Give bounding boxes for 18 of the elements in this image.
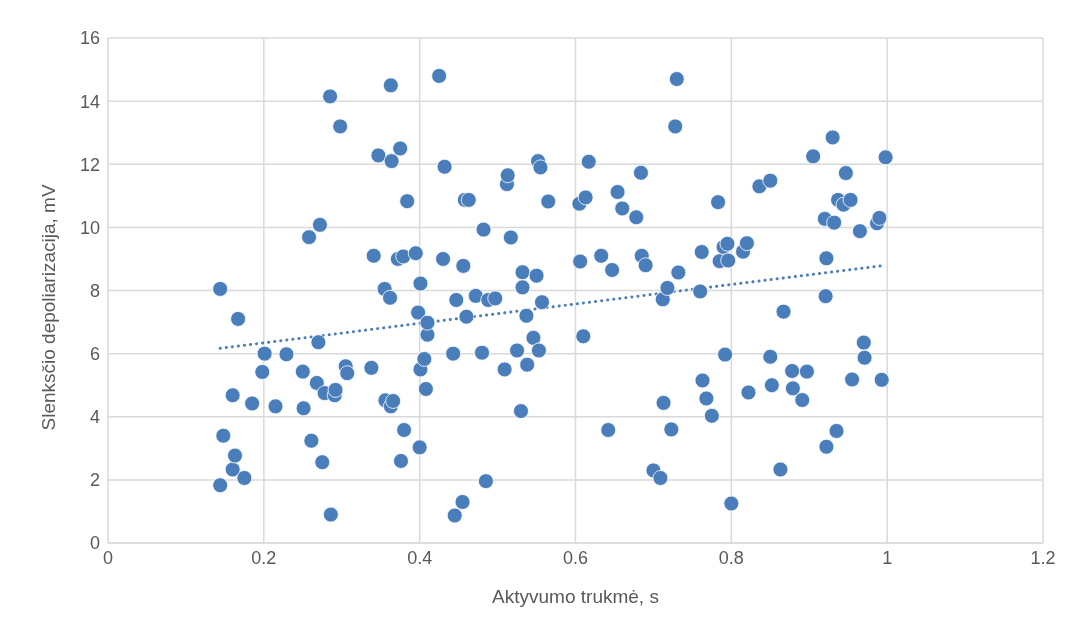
- y-tick-label: 6: [89, 344, 100, 365]
- y-tick-label: 4: [89, 407, 100, 428]
- y-tick-label: 10: [79, 217, 100, 238]
- y-tick-label: 2: [89, 470, 100, 491]
- x-tick-label: 1: [882, 547, 893, 568]
- x-tick-label: 0: [102, 547, 114, 568]
- x-tick-label: 0.8: [718, 547, 744, 568]
- y-axis-title: Slenksčio depoliarizacija, mV: [37, 184, 59, 431]
- y-tick-label: 16: [79, 28, 100, 49]
- y-tick-label: 14: [79, 91, 100, 112]
- y-tick-label: 0: [89, 533, 100, 554]
- x-tick-label: 1.2: [1030, 547, 1056, 568]
- y-tick-label: 8: [89, 280, 100, 301]
- x-axis-title: Aktyvumo trukmė, s: [492, 586, 659, 607]
- x-tick-label: 0.6: [562, 547, 589, 568]
- x-tick-label: 0.2: [251, 547, 277, 568]
- x-tick-label: 0.4: [407, 547, 433, 568]
- y-tick-label: 12: [79, 154, 100, 175]
